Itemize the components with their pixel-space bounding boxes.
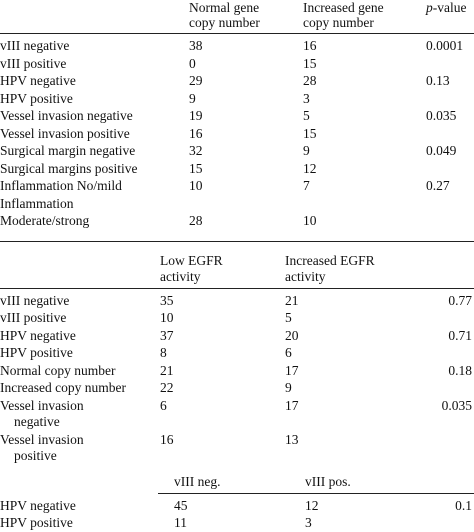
table-cell-col1: 28 — [189, 213, 203, 228]
table-cell-col1: 45 — [174, 498, 188, 513]
table-row-label: HPV positive — [0, 345, 73, 360]
table-cell-col2: 3 — [303, 91, 310, 106]
table-cell-pvalue: 0.0001 — [426, 38, 464, 53]
table-cell-col1: 21 — [160, 363, 174, 378]
table-cell-pvalue: 0.049 — [426, 143, 457, 158]
table-row-label: Vessel invasion — [0, 432, 84, 447]
table-cell-col2: 6 — [285, 345, 292, 360]
table-row-label-line2: positive — [14, 448, 57, 463]
table-cell-col2: 10 — [303, 213, 317, 228]
t3-header-col2: vIII pos. — [305, 474, 351, 489]
table-row-label: Vessel invasion — [0, 398, 84, 413]
table-cell-col1: 29 — [189, 73, 203, 88]
table-row-label: HPV positive — [0, 515, 73, 530]
table-cell-col2: 13 — [285, 432, 299, 447]
t1-header-col1-line2: copy number — [189, 15, 260, 30]
table-row-label-line2: negative — [14, 414, 60, 429]
table-cell-col1: 22 — [160, 380, 174, 395]
t1-header-pvalue: p-value — [426, 0, 467, 15]
table-cell-col1: 37 — [160, 328, 174, 343]
table-cell-col2: 21 — [285, 293, 299, 308]
table-cell-col1: 38 — [189, 38, 203, 53]
table-cell-col2: 5 — [285, 310, 292, 325]
table-cell-col1: 16 — [160, 432, 174, 447]
table-cell-col2: 16 — [303, 38, 317, 53]
table-cell-pvalue: 0.13 — [426, 73, 450, 88]
table-cell-col2: 5 — [303, 108, 310, 123]
table-cell-pvalue: 0.27 — [426, 178, 450, 193]
table-cell-col2: 17 — [285, 398, 299, 413]
table-row-label: vIII positive — [0, 310, 67, 325]
t3-header-rule — [158, 493, 474, 494]
t2-header-col2-line2: activity — [285, 269, 326, 284]
separator-rule — [0, 241, 474, 242]
table-cell-col1: 8 — [160, 345, 167, 360]
table-cell-col1: 10 — [160, 310, 174, 325]
table-row-label: HPV positive — [0, 91, 73, 106]
table-row-label: Vessel invasion negative — [0, 108, 133, 123]
table-cell-col1: 10 — [189, 178, 203, 193]
t1-header-col2-line1: Increased gene — [303, 0, 384, 15]
table-cell-col1: 32 — [189, 143, 203, 158]
table-cell-pvalue: 0.77 — [448, 293, 472, 308]
t1-header-rule — [0, 33, 474, 34]
table-cell-col2: 9 — [285, 380, 292, 395]
table-row-label: Surgical margin negative — [0, 143, 136, 158]
table-row-label: Normal copy number — [0, 363, 116, 378]
table-row-label: vIII negative — [0, 38, 70, 53]
table-cell-col1: 35 — [160, 293, 174, 308]
table-row-label: Inflammation No/mild — [0, 178, 122, 193]
table-row-label: Vessel invasion positive — [0, 126, 130, 141]
table-cell-col1: 16 — [189, 126, 203, 141]
table-cell-col1: 15 — [189, 161, 203, 176]
table-row-label: HPV negative — [0, 328, 76, 343]
table-cell-col1: 0 — [189, 56, 196, 71]
table-cell-col1: 6 — [160, 398, 167, 413]
table-cell-col2: 28 — [303, 73, 317, 88]
table-row-label: Increased copy number — [0, 380, 126, 395]
table-row-label: vIII negative — [0, 293, 70, 308]
table-cell-col2: 17 — [285, 363, 299, 378]
table-row-label: vIII positive — [0, 56, 67, 71]
table-row-label: Inflammation — [0, 196, 74, 211]
table-cell-col1: 9 — [189, 91, 196, 106]
table-cell-pvalue: 0.18 — [448, 363, 472, 378]
t1-header-col2-line2: copy number — [303, 15, 374, 30]
table-cell-pvalue: 0.035 — [426, 108, 457, 123]
table-row-label: HPV negative — [0, 73, 76, 88]
t3-header-col1: vIII neg. — [174, 474, 221, 489]
table-cell-pvalue: 0.035 — [441, 398, 472, 413]
table-cell-col2: 12 — [305, 498, 319, 513]
table-row-label: HPV negative — [0, 498, 76, 513]
t2-header-col2-line1: Increased EGFR — [285, 253, 375, 268]
table-cell-col2: 15 — [303, 56, 317, 71]
t2-header-rule — [0, 288, 474, 289]
table-cell-pvalue: 0.1 — [455, 498, 472, 513]
t2-header-col1-line2: activity — [160, 269, 201, 284]
table-cell-col2: 20 — [285, 328, 299, 343]
table-cell-pvalue: 0.71 — [448, 328, 472, 343]
table-cell-col1: 11 — [174, 515, 187, 530]
table-cell-col2: 3 — [305, 515, 312, 530]
table-cell-col1: 19 — [189, 108, 203, 123]
table-cell-col2: 7 — [303, 178, 310, 193]
t2-header-col1-line1: Low EGFR — [160, 253, 223, 268]
table-row-label: Surgical margins positive — [0, 161, 138, 176]
table-cell-col2: 15 — [303, 126, 317, 141]
t1-header-col1-line1: Normal gene — [189, 0, 260, 15]
table-cell-col2: 9 — [303, 143, 310, 158]
table-cell-col2: 12 — [303, 161, 317, 176]
table-row-label: Moderate/strong — [0, 213, 90, 228]
